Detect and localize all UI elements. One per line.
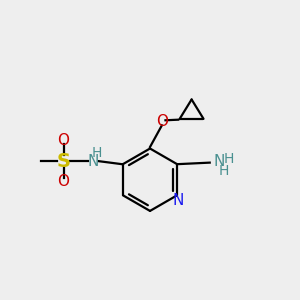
Text: O: O <box>156 114 168 129</box>
Text: N: N <box>88 154 99 169</box>
Text: N: N <box>173 193 184 208</box>
Text: O: O <box>58 133 70 148</box>
Text: S: S <box>56 152 70 171</box>
Text: O: O <box>58 175 70 190</box>
Text: H: H <box>219 164 229 178</box>
Text: N: N <box>213 154 225 169</box>
Text: H: H <box>224 152 234 166</box>
Text: H: H <box>92 146 102 160</box>
